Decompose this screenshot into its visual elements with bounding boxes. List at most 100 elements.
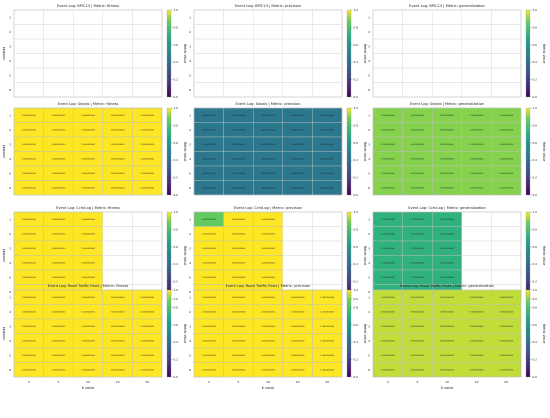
cell-value-label: 0.9500000000 (381, 370, 396, 372)
y-tick-label: 4 (189, 339, 191, 343)
cell-value-label: 0.7200000000 (440, 219, 455, 221)
cell-value-label: 0.9500000000 (499, 341, 514, 343)
cell-value-label: 1.0000000000 (51, 234, 66, 236)
empty-cell (282, 38, 313, 54)
cell-value-label: 1.0000000000 (111, 326, 126, 328)
cell-value-label: 0.4500000000 (231, 159, 246, 161)
cell-value-label: 1.0000000000 (111, 115, 126, 117)
colorbar-tick-label: 0.6 (354, 141, 359, 145)
empty-cell (432, 38, 463, 54)
y-tick-label: 1 (189, 295, 191, 299)
empty-cell (102, 38, 133, 54)
empty-cell (102, 255, 133, 271)
colorbar-tick-label: 0.4 (174, 60, 179, 64)
y-tick-label: 5 (9, 275, 11, 279)
y-tick-label: 2 (9, 128, 11, 132)
empty-cell (252, 67, 283, 83)
colorbar-tick-label: 0.6 (174, 141, 179, 145)
colorbar-tick-label: 0.0 (354, 193, 359, 197)
cell-value-label: 1.0000000000 (22, 144, 37, 146)
heatmap-panel: Event Log: BPIC13 | Metric: precision 1 2 3… (189, 4, 367, 99)
plot-frame (372, 9, 522, 98)
colorbar-tick-label: 0.6 (533, 43, 538, 47)
colorbar-label: Metric Value (183, 142, 187, 162)
empty-cell (491, 24, 522, 40)
cell-value-label: 0.9500000000 (381, 297, 396, 299)
colorbar-tick-label: 0.2 (174, 78, 179, 82)
cell-value-label: 1.0000000000 (202, 355, 217, 357)
heatmap-panel: Event Log: Sepsis | Metric: precision 0.4… (189, 102, 367, 197)
colorbar-label: Metric Value (542, 246, 546, 266)
cell-value-label: 0.9500000000 (440, 370, 455, 372)
cell-value-label: 0.9500000000 (381, 326, 396, 328)
x-tick-label: 10 (266, 380, 270, 384)
empty-cell (102, 211, 133, 227)
colorbar-tick-label: 0.8 (174, 123, 179, 127)
empty-cell (312, 67, 343, 83)
cell-value-label: 1.0000000000 (111, 130, 126, 132)
y-tick-label: 2 (189, 310, 191, 314)
cell-value-label: 1.0000000000 (140, 188, 155, 190)
cell-value-label: 1.0000000000 (81, 355, 96, 357)
panel-title: Event Log: Cchd.og | Metric: precision (234, 206, 302, 210)
cell-value-label: 1.0000000000 (111, 144, 126, 146)
empty-cell (43, 24, 74, 40)
cell-value-label: 0.7200000000 (381, 234, 396, 236)
cell-value-label: 1.0000000000 (320, 312, 335, 314)
cell-value-label: 1.0000000000 (81, 130, 96, 132)
y-tick-label: 4 (189, 157, 191, 161)
cell-value-label: 0.4500000000 (202, 115, 217, 117)
y-tick-label: 3 (189, 246, 191, 250)
cell-value-label: 0.4500000000 (291, 188, 306, 190)
cell-value-label: 1.0000000000 (22, 326, 37, 328)
colorbar-tick-label: 0.0 (354, 95, 359, 99)
cell-value-label: 0.9000000000 (440, 188, 455, 190)
cell-value-label: 1.0000000000 (261, 326, 276, 328)
x-tick-label: 10 (86, 380, 90, 384)
x-axis-label: K value (262, 386, 275, 390)
colorbar-tick-label: 0.6 (174, 245, 179, 249)
cell-value-label: 1.0000000000 (51, 144, 66, 146)
empty-cell (491, 211, 522, 227)
cell-value-label: 1.0000000000 (22, 297, 37, 299)
colorbar-tick-label: 0.6 (533, 245, 538, 249)
cell-value-label: 1.0000000000 (51, 355, 66, 357)
cell-value-label: 1.0000000000 (22, 219, 37, 221)
y-tick-label: 3 (9, 324, 11, 328)
empty-cell (432, 9, 463, 25)
empty-cell (432, 67, 463, 83)
cell-value-label: 0.9000000000 (410, 115, 425, 117)
plot-frame (13, 107, 163, 196)
cell-value-label: 0.9500000000 (410, 326, 425, 328)
y-tick-label: 3 (189, 44, 191, 48)
empty-cell (132, 255, 163, 271)
empty-cell (13, 82, 44, 98)
cell-value-label: 1.0000000000 (261, 263, 276, 265)
y-tick-label: 3 (9, 246, 11, 250)
cell-value-label: 1.0000000000 (291, 341, 306, 343)
empty-cell (402, 38, 433, 54)
empty-cell (491, 67, 522, 83)
cell-value-label: 0.4500000000 (202, 188, 217, 190)
empty-cell (491, 53, 522, 69)
colorbar (166, 289, 172, 378)
cell-value-label: 1.0000000000 (140, 144, 155, 146)
cell-value-label: 0.4500000000 (261, 115, 276, 117)
y-tick-label: 6 (189, 186, 191, 190)
cell-value-label: 0.7200000000 (381, 219, 396, 221)
y-tick-label: 5 (368, 73, 370, 77)
empty-cell (402, 9, 433, 25)
cell-value-label: 1.0000000000 (291, 312, 306, 314)
colorbar-tick-label: 0.4 (354, 262, 359, 266)
cell-value-label: 0.4500000000 (320, 130, 335, 132)
colorbar (525, 107, 531, 196)
cell-value-label: 1.0000000000 (261, 297, 276, 299)
colorbar-tick-label: 0.4 (354, 158, 359, 162)
cell-value-label: 1.0000000000 (320, 326, 335, 328)
empty-cell (312, 226, 343, 242)
plot-frame (193, 9, 343, 98)
heatmap-panel: Event Log: Sepsis | Metric: generalizati… (368, 102, 546, 197)
empty-cell (402, 24, 433, 40)
cell-value-label: 1.0000000000 (140, 159, 155, 161)
colorbar (346, 9, 352, 98)
